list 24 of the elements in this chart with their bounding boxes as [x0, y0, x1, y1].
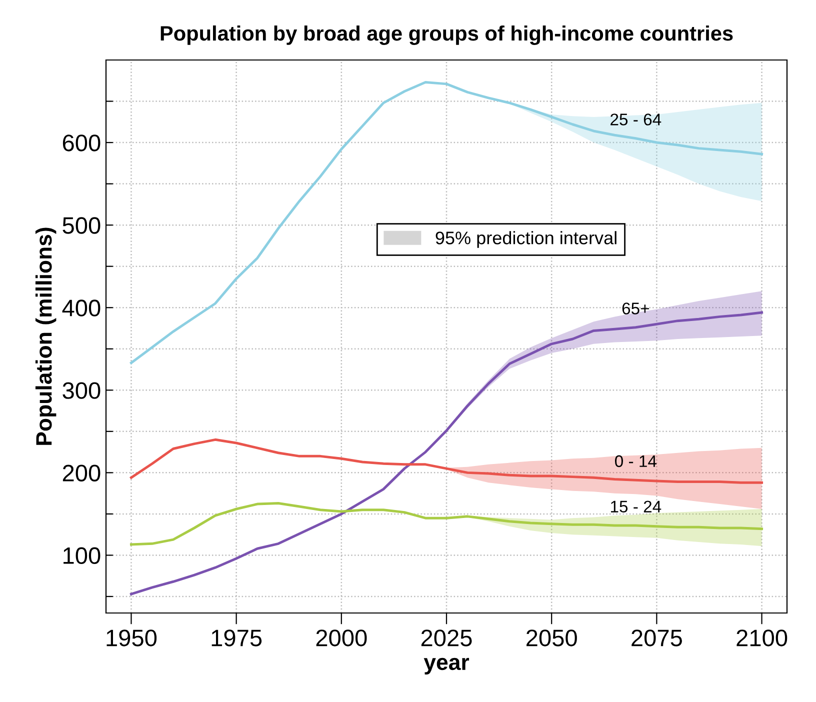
y-tick-label: 200	[62, 464, 100, 482]
line-series	[130, 438, 764, 484]
x-tick-label: 2000	[316, 630, 367, 646]
annotation: 95% prediction interval	[436, 231, 616, 248]
line-series	[130, 81, 764, 364]
x-tick-label: 2100	[736, 630, 788, 646]
series-label: 0 - 14	[615, 455, 656, 468]
series-label: 25 - 64	[610, 114, 662, 126]
x-tick-label: 1950	[106, 630, 157, 646]
x-tick-label: 2075	[632, 630, 682, 646]
x-tick-label: 2025	[421, 630, 472, 646]
y-tick-label: 100	[64, 547, 100, 564]
y-axis-title: Population (millions)	[35, 228, 56, 445]
y-tick-label: 300	[62, 382, 100, 399]
x-tick-label: 1975	[212, 630, 262, 646]
y-tick-label: 600	[62, 134, 100, 152]
y-tick-label: 500	[62, 217, 100, 234]
chart-title: Population by broad age groups of high-income countries	[160, 25, 733, 45]
line-series	[130, 502, 764, 546]
series-label: 65+	[622, 302, 649, 314]
x-axis-title: year	[424, 658, 470, 674]
series-label: 15 - 24	[610, 500, 662, 512]
x-tick-label: 2050	[526, 630, 577, 646]
y-tick-label: 400	[62, 300, 100, 316]
